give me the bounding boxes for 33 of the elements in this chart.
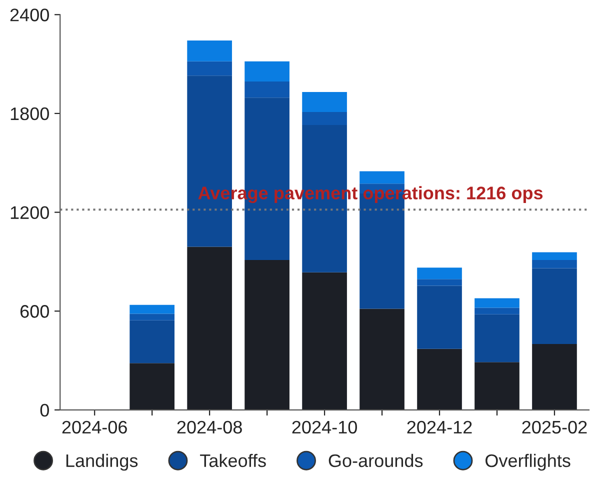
bar [532, 252, 577, 260]
x-tick-label: 2024-10 [292, 420, 357, 434]
bar [474, 314, 520, 362]
bar [302, 112, 347, 125]
y-tick-label: 1800 [10, 107, 49, 120]
bar [532, 260, 577, 268]
bar [244, 61, 290, 82]
x-tick-label: 2025-02 [522, 420, 587, 434]
legend-label: Takeoffs [200, 454, 266, 468]
bar [417, 279, 462, 286]
bar [417, 268, 462, 280]
y-tick-label: 2400 [10, 8, 49, 22]
bar [532, 268, 577, 344]
bar [474, 308, 520, 314]
bar [187, 61, 232, 76]
x-tick-label: 2024-12 [407, 420, 472, 434]
bar [360, 171, 404, 184]
bar [187, 40, 232, 62]
bar [302, 92, 347, 112]
y-tick-label: 600 [20, 305, 49, 318]
bar [244, 82, 290, 98]
y-tick-label: 1200 [10, 206, 49, 219]
y-tick-label: 0 [40, 404, 49, 417]
legend-label: Go-arounds [328, 454, 423, 468]
legend-label: Landings [66, 454, 138, 471]
bar [130, 314, 174, 320]
bar [474, 298, 520, 308]
x-tick-label: 2024-06 [62, 420, 127, 434]
bar [417, 286, 462, 349]
x-tick-label: 2024-08 [177, 420, 242, 434]
legend-label: Overflights [486, 454, 570, 471]
bar [130, 320, 174, 364]
bar [130, 304, 174, 314]
